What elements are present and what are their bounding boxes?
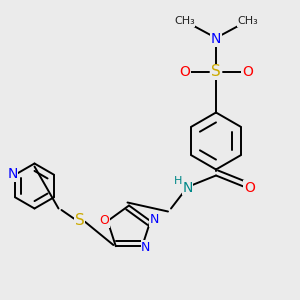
Text: N: N bbox=[141, 241, 151, 254]
Text: N: N bbox=[8, 167, 18, 181]
Text: S: S bbox=[75, 213, 84, 228]
Text: O: O bbox=[179, 65, 190, 79]
Text: N: N bbox=[149, 213, 159, 226]
Text: N: N bbox=[182, 181, 193, 194]
Text: CH₃: CH₃ bbox=[174, 16, 195, 26]
Text: O: O bbox=[99, 214, 109, 227]
Text: S: S bbox=[211, 64, 221, 80]
Text: O: O bbox=[244, 181, 255, 194]
Text: H: H bbox=[174, 176, 182, 186]
Text: O: O bbox=[242, 65, 253, 79]
Text: N: N bbox=[211, 32, 221, 46]
Text: CH₃: CH₃ bbox=[237, 16, 258, 26]
